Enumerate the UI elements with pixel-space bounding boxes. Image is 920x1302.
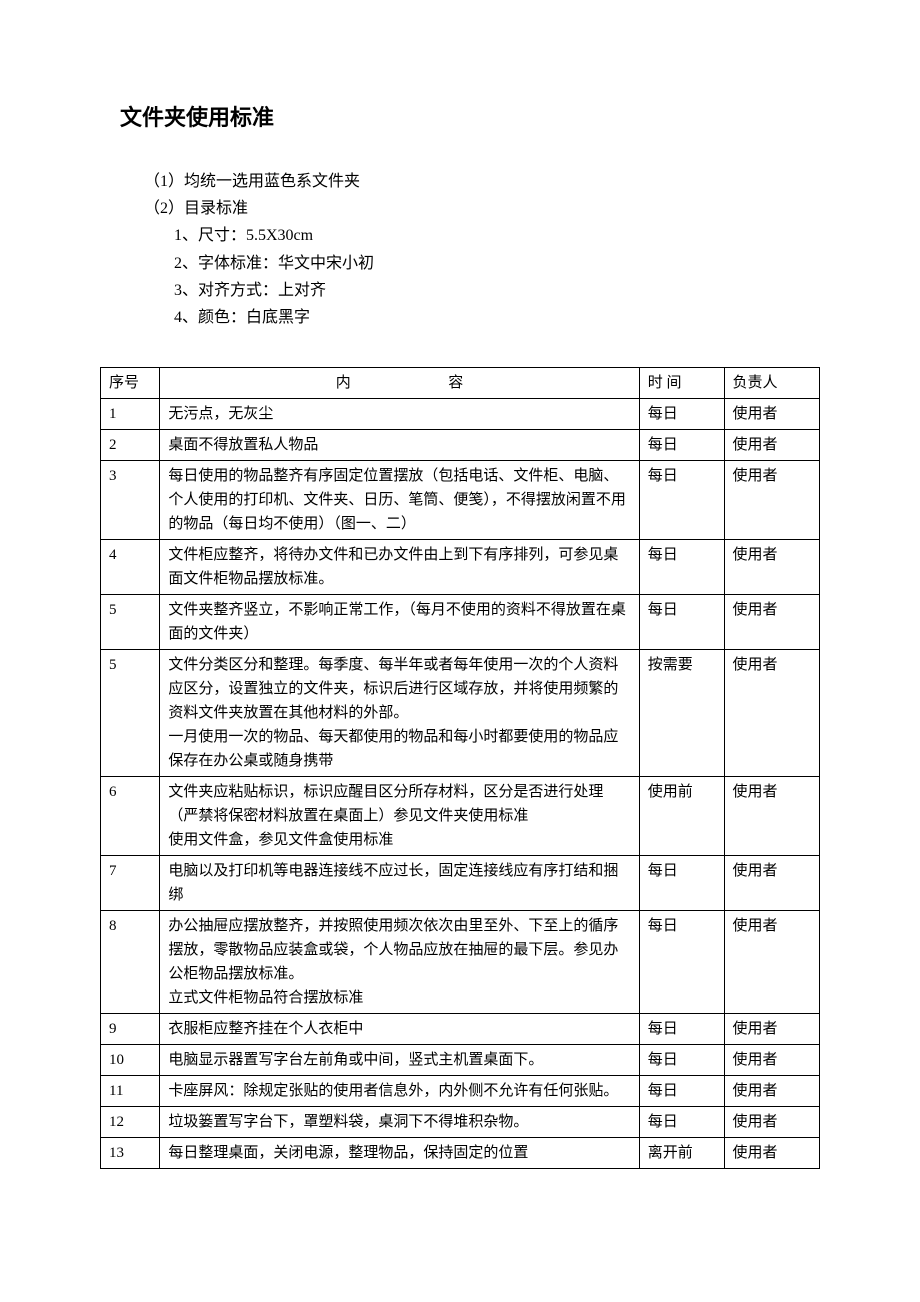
cell-index: 2 [101, 430, 160, 461]
table-header-row: 序号 内 容 时 间 负责人 [101, 368, 820, 399]
table-row: 7电脑以及打印机等电器连接线不应过长，固定连接线应有序打结和捆绑每日使用者 [101, 856, 820, 911]
cell-content: 文件夹整齐竖立，不影响正常工作，（每月不使用的资料不得放置在桌面的文件夹） [160, 595, 639, 650]
header-content: 内 容 [160, 368, 639, 399]
header-index: 序号 [101, 368, 160, 399]
cell-time: 每日 [639, 911, 724, 1014]
cell-index: 13 [101, 1138, 160, 1169]
table-row: 10电脑显示器置写字台左前角或中间，竖式主机置桌面下。每日使用者 [101, 1045, 820, 1076]
intro-sub-2: 2、字体标准：华文中宋小初 [174, 250, 820, 277]
cell-index: 11 [101, 1076, 160, 1107]
cell-time: 每日 [639, 1045, 724, 1076]
table-row: 4文件柜应整齐，将待办文件和已办文件由上到下有序排列，可参见桌面文件柜物品摆放标… [101, 540, 820, 595]
cell-content: 文件柜应整齐，将待办文件和已办文件由上到下有序排列，可参见桌面文件柜物品摆放标准… [160, 540, 639, 595]
cell-time: 使用前 [639, 777, 724, 856]
standards-table: 序号 内 容 时 间 负责人 1无污点，无灰尘每日使用者2桌面不得放置私人物品每… [100, 367, 820, 1169]
table-row: 1无污点，无灰尘每日使用者 [101, 399, 820, 430]
cell-content: 电脑显示器置写字台左前角或中间，竖式主机置桌面下。 [160, 1045, 639, 1076]
cell-time: 按需要 [639, 650, 724, 777]
table-body: 1无污点，无灰尘每日使用者2桌面不得放置私人物品每日使用者3每日使用的物品整齐有… [101, 399, 820, 1169]
cell-index: 10 [101, 1045, 160, 1076]
document-title: 文件夹使用标准 [120, 100, 820, 132]
cell-time: 每日 [639, 856, 724, 911]
table-row: 9衣服柜应整齐挂在个人衣柜中每日使用者 [101, 1014, 820, 1045]
table-row: 2桌面不得放置私人物品每日使用者 [101, 430, 820, 461]
cell-content: 卡座屏风：除规定张贴的使用者信息外，内外侧不允许有任何张贴。 [160, 1076, 639, 1107]
cell-owner: 使用者 [724, 1107, 819, 1138]
cell-time: 每日 [639, 1107, 724, 1138]
cell-owner: 使用者 [724, 1014, 819, 1045]
cell-owner: 使用者 [724, 540, 819, 595]
cell-time: 每日 [639, 1076, 724, 1107]
cell-owner: 使用者 [724, 1138, 819, 1169]
cell-index: 8 [101, 911, 160, 1014]
cell-content: 每日使用的物品整齐有序固定位置摆放（包括电话、文件柜、电脑、个人使用的打印机、文… [160, 461, 639, 540]
cell-content: 文件夹应粘贴标识，标识应醒目区分所存材料，区分是否进行处理（严禁将保密材料放置在… [160, 777, 639, 856]
cell-owner: 使用者 [724, 430, 819, 461]
cell-owner: 使用者 [724, 595, 819, 650]
table-row: 6文件夹应粘贴标识，标识应醒目区分所存材料，区分是否进行处理（严禁将保密材料放置… [101, 777, 820, 856]
table-row: 12垃圾篓置写字台下，罩塑料袋，桌洞下不得堆积杂物。每日使用者 [101, 1107, 820, 1138]
cell-content: 电脑以及打印机等电器连接线不应过长，固定连接线应有序打结和捆绑 [160, 856, 639, 911]
cell-index: 1 [101, 399, 160, 430]
intro-line-2: （2）目录标准 [144, 195, 820, 222]
cell-owner: 使用者 [724, 461, 819, 540]
header-owner: 负责人 [724, 368, 819, 399]
cell-index: 5 [101, 595, 160, 650]
table-row: 8办公抽屉应摆放整齐，并按照使用频次依次由里至外、下至上的循序摆放，零散物品应装… [101, 911, 820, 1014]
cell-owner: 使用者 [724, 777, 819, 856]
cell-content: 文件分类区分和整理。每季度、每半年或者每年使用一次的个人资料应区分，设置独立的文… [160, 650, 639, 777]
cell-time: 每日 [639, 540, 724, 595]
cell-content: 衣服柜应整齐挂在个人衣柜中 [160, 1014, 639, 1045]
intro-section: （1）均统一选用蓝色系文件夹 （2）目录标准 1、尺寸：5.5X30cm 2、字… [144, 168, 820, 331]
cell-index: 6 [101, 777, 160, 856]
intro-sub-4: 4、颜色：白底黑字 [174, 304, 820, 331]
cell-owner: 使用者 [724, 650, 819, 777]
cell-owner: 使用者 [724, 856, 819, 911]
intro-line-1: （1）均统一选用蓝色系文件夹 [144, 168, 820, 195]
cell-index: 9 [101, 1014, 160, 1045]
cell-content: 桌面不得放置私人物品 [160, 430, 639, 461]
cell-index: 4 [101, 540, 160, 595]
cell-time: 每日 [639, 461, 724, 540]
header-time: 时 间 [639, 368, 724, 399]
cell-time: 每日 [639, 430, 724, 461]
intro-sub-1: 1、尺寸：5.5X30cm [174, 222, 820, 249]
table-row: 3每日使用的物品整齐有序固定位置摆放（包括电话、文件柜、电脑、个人使用的打印机、… [101, 461, 820, 540]
table-row: 13每日整理桌面，关闭电源，整理物品，保持固定的位置离开前使用者 [101, 1138, 820, 1169]
cell-time: 离开前 [639, 1138, 724, 1169]
header-content-left: 内 [336, 375, 351, 391]
cell-content: 垃圾篓置写字台下，罩塑料袋，桌洞下不得堆积杂物。 [160, 1107, 639, 1138]
cell-time: 每日 [639, 399, 724, 430]
table-row: 11卡座屏风：除规定张贴的使用者信息外，内外侧不允许有任何张贴。每日使用者 [101, 1076, 820, 1107]
cell-owner: 使用者 [724, 1045, 819, 1076]
cell-owner: 使用者 [724, 1076, 819, 1107]
cell-index: 7 [101, 856, 160, 911]
cell-content: 每日整理桌面，关闭电源，整理物品，保持固定的位置 [160, 1138, 639, 1169]
header-content-right: 容 [448, 375, 463, 391]
cell-owner: 使用者 [724, 399, 819, 430]
cell-index: 5 [101, 650, 160, 777]
cell-index: 3 [101, 461, 160, 540]
cell-time: 每日 [639, 1014, 724, 1045]
intro-sub-3: 3、对齐方式：上对齐 [174, 277, 820, 304]
cell-content: 无污点，无灰尘 [160, 399, 639, 430]
cell-owner: 使用者 [724, 911, 819, 1014]
table-row: 5文件夹整齐竖立，不影响正常工作，（每月不使用的资料不得放置在桌面的文件夹）每日… [101, 595, 820, 650]
cell-index: 12 [101, 1107, 160, 1138]
cell-time: 每日 [639, 595, 724, 650]
table-row: 5文件分类区分和整理。每季度、每半年或者每年使用一次的个人资料应区分，设置独立的… [101, 650, 820, 777]
cell-content: 办公抽屉应摆放整齐，并按照使用频次依次由里至外、下至上的循序摆放，零散物品应装盒… [160, 911, 639, 1014]
